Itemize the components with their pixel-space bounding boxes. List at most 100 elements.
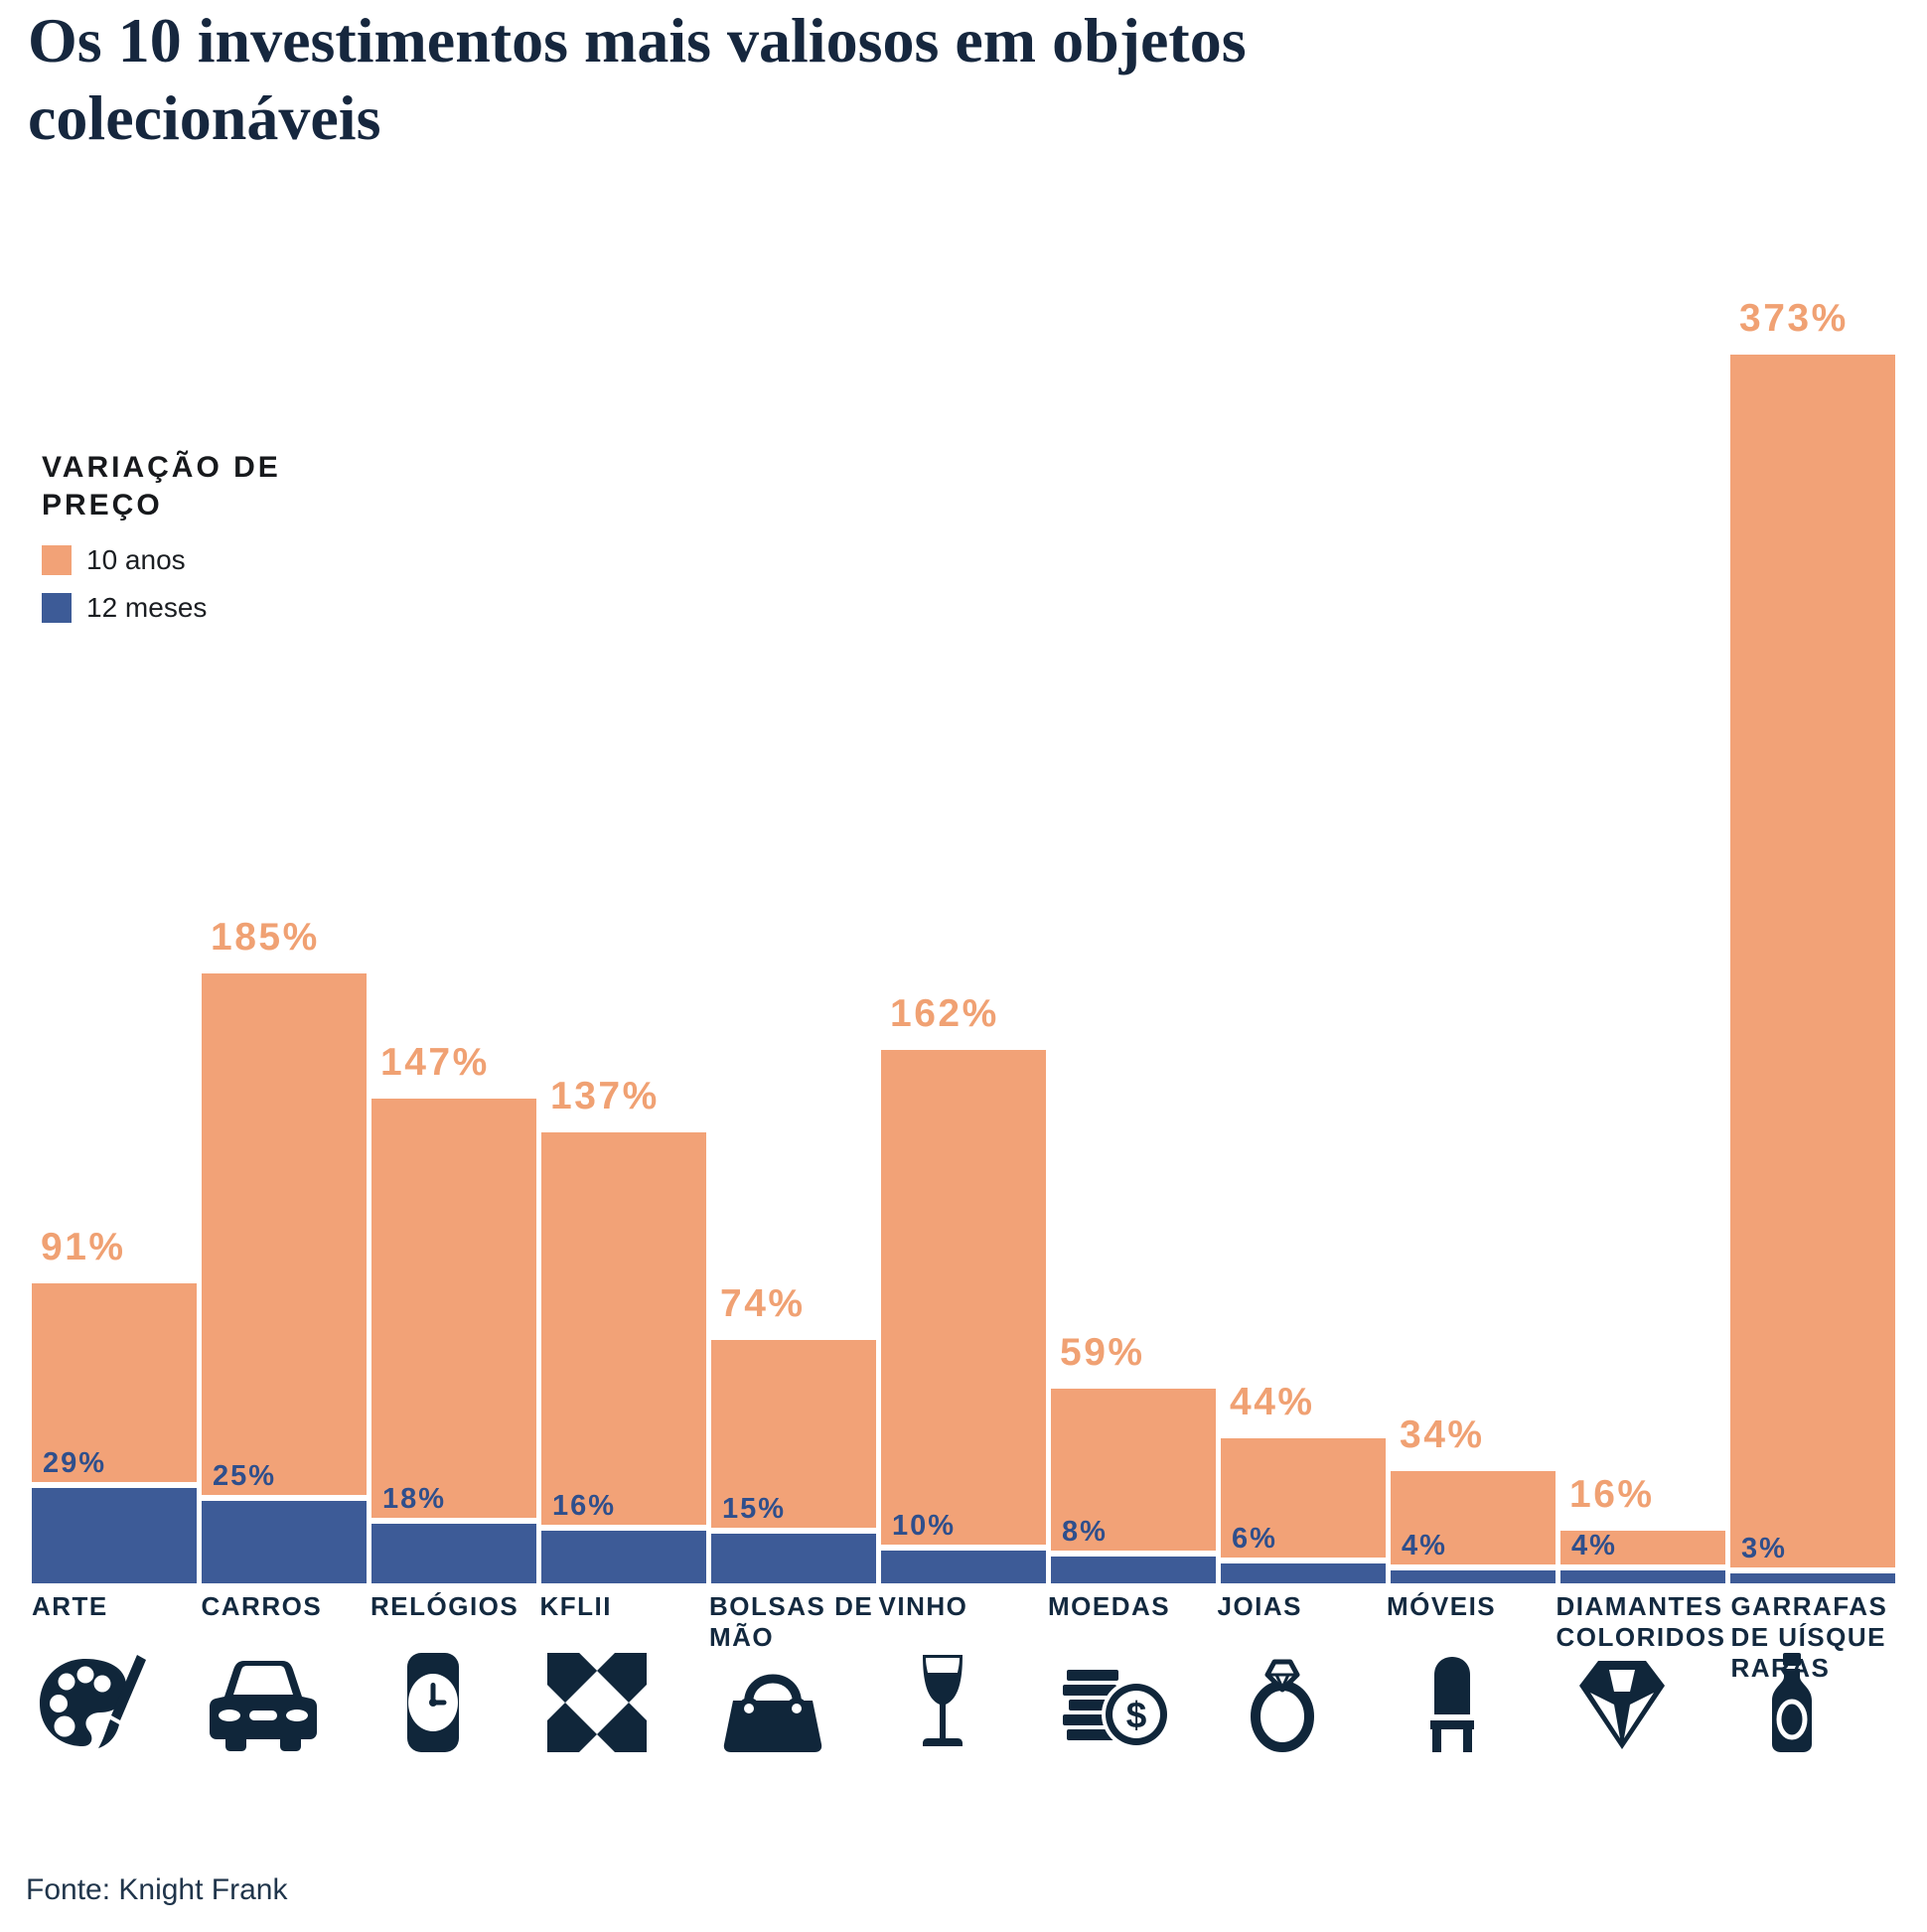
value-label-10-anos: 162% bbox=[890, 992, 999, 1035]
watch-icon-cell bbox=[371, 1653, 536, 1752]
category-label: KFLII bbox=[539, 1591, 612, 1621]
bar-segment-12-meses bbox=[1051, 1557, 1216, 1583]
bar-segment-10-anos bbox=[541, 1132, 706, 1525]
car-icon-cell bbox=[202, 1653, 367, 1752]
bar-column: 147% 18% bbox=[371, 355, 536, 1583]
handbag-icon bbox=[723, 1674, 822, 1752]
bar-segment-12-meses bbox=[1391, 1570, 1556, 1583]
kflii-logo-icon-cell bbox=[541, 1653, 706, 1752]
legend-item: 12 meses bbox=[42, 592, 300, 624]
palette-icon-cell bbox=[32, 1653, 197, 1752]
source-note: Fonte: Knight Frank bbox=[26, 1873, 288, 1906]
value-label-10-anos: 185% bbox=[211, 916, 320, 959]
bar-segment-12-meses bbox=[1560, 1570, 1725, 1583]
bar-segment-10-anos bbox=[711, 1340, 876, 1528]
bar-segment-12-meses bbox=[711, 1534, 876, 1583]
wine-glass-icon-cell bbox=[881, 1653, 1046, 1752]
value-label-12-meses: 18% bbox=[382, 1483, 447, 1515]
value-label-10-anos: 137% bbox=[550, 1075, 660, 1117]
category-label: VINHO bbox=[878, 1591, 968, 1621]
value-label-10-anos: 44% bbox=[1230, 1381, 1315, 1423]
whisky-bottle-icon-cell bbox=[1730, 1653, 1895, 1752]
svg-text:$: $ bbox=[1126, 1695, 1147, 1735]
legend-items: 10 anos 12 meses bbox=[42, 544, 300, 624]
bar-segment-10-anos bbox=[1221, 1438, 1386, 1558]
value-label-12-meses: 25% bbox=[213, 1460, 277, 1492]
handbag-icon-cell bbox=[711, 1653, 876, 1752]
category-label: MOEDAS bbox=[1048, 1591, 1171, 1621]
value-label-10-anos: 147% bbox=[380, 1041, 490, 1084]
legend-item: 10 anos bbox=[42, 544, 300, 576]
value-label-12-meses: 15% bbox=[722, 1493, 787, 1525]
category-label: BOLSAS DE MÃO bbox=[709, 1591, 874, 1652]
bar-segment-12-meses bbox=[881, 1551, 1046, 1583]
chair-icon bbox=[1430, 1657, 1474, 1752]
value-label-12-meses: 16% bbox=[552, 1490, 617, 1522]
legend-swatch bbox=[42, 545, 72, 575]
diamond-icon bbox=[1579, 1661, 1665, 1749]
whisky-bottle-icon bbox=[1772, 1653, 1812, 1752]
bar-segment-12-meses bbox=[1221, 1563, 1386, 1583]
value-label-12-meses: 3% bbox=[1741, 1533, 1787, 1564]
bar-segment-12-meses bbox=[371, 1524, 536, 1583]
bar-column: 137% 16% bbox=[541, 355, 706, 1583]
value-label-12-meses: 4% bbox=[1402, 1530, 1447, 1561]
value-label-10-anos: 16% bbox=[1569, 1473, 1655, 1516]
legend-title: VARIAÇÃO DE PREÇO bbox=[42, 451, 281, 521]
page-title: Os 10 investimentos mais valiosos em obj… bbox=[28, 5, 1247, 153]
bar-segment-12-meses bbox=[1730, 1573, 1895, 1583]
bar-segment-10-anos bbox=[1391, 1471, 1556, 1564]
value-label-10-anos: 91% bbox=[41, 1226, 126, 1268]
diamond-icon-cell bbox=[1560, 1653, 1725, 1752]
bar-column: 373% 3% bbox=[1730, 297, 1895, 1583]
category-label: JOIAS bbox=[1217, 1591, 1303, 1621]
value-label-10-anos: 373% bbox=[1739, 297, 1849, 340]
ring-icon bbox=[1251, 1659, 1314, 1752]
wine-glass-icon bbox=[923, 1655, 963, 1746]
bar-segment-10-anos bbox=[202, 973, 367, 1495]
chair-icon-cell bbox=[1391, 1653, 1556, 1752]
category-label: CARROS bbox=[201, 1591, 323, 1621]
value-label-12-meses: 8% bbox=[1062, 1516, 1108, 1548]
watch-icon bbox=[407, 1653, 459, 1752]
bar-column: 59% 8% bbox=[1051, 355, 1216, 1583]
value-label-10-anos: 74% bbox=[720, 1282, 806, 1325]
car-icon bbox=[210, 1661, 317, 1751]
value-label-12-meses: 4% bbox=[1571, 1530, 1617, 1561]
bar-segment-12-meses bbox=[32, 1488, 197, 1583]
bar-segment-10-anos bbox=[881, 1050, 1046, 1545]
bar-segment-10-anos bbox=[1560, 1531, 1725, 1564]
legend: VARIAÇÃO DE PREÇO 10 anos 12 meses bbox=[42, 449, 300, 640]
category-label: MÓVEIS bbox=[1387, 1591, 1497, 1621]
legend-item-label: 10 anos bbox=[86, 544, 186, 575]
legend-swatch bbox=[42, 593, 72, 623]
category-label: DIAMANTES COLORIDOS bbox=[1556, 1591, 1726, 1652]
value-label-10-anos: 34% bbox=[1400, 1413, 1485, 1456]
bar-segment-10-anos bbox=[371, 1099, 536, 1518]
category-label: ARTE bbox=[32, 1591, 108, 1621]
category-labels-row: ARTE CARROS RELÓGIOS KFLII BOLSAS DE MÃO VINH… bbox=[32, 1591, 1895, 1684]
bar-segment-10-anos bbox=[32, 1283, 197, 1482]
kflii-logo-icon bbox=[547, 1653, 647, 1752]
value-label-10-anos: 59% bbox=[1060, 1331, 1145, 1374]
value-label-12-meses: 29% bbox=[43, 1447, 107, 1479]
value-label-12-meses: 10% bbox=[892, 1510, 957, 1542]
coins-icon-cell: $ bbox=[1051, 1653, 1216, 1752]
bar-column: 185% 25% bbox=[202, 355, 367, 1583]
bar-column: 74% 15% bbox=[711, 355, 876, 1583]
bar-column: 91% 29% bbox=[32, 355, 197, 1583]
bar-column: 16% 4% bbox=[1560, 355, 1725, 1583]
coins-icon: $ bbox=[1063, 1670, 1171, 1749]
bar-column: 34% 4% bbox=[1391, 355, 1556, 1583]
bar-column: 162% 10% bbox=[881, 355, 1046, 1583]
bar-segment-10-anos bbox=[1051, 1389, 1216, 1551]
ring-icon-cell bbox=[1221, 1653, 1386, 1752]
bar-chart-plot: 91% 29% 185% 25% 147% 18% 137% 16% 74% 15% 162% 10%… bbox=[32, 297, 1895, 1583]
bar-segment-12-meses bbox=[541, 1531, 706, 1583]
category-label: RELÓGIOS bbox=[371, 1591, 519, 1621]
bar-segment-10-anos bbox=[1730, 355, 1895, 1567]
palette-icon bbox=[40, 1655, 146, 1748]
legend-item-label: 12 meses bbox=[86, 592, 208, 623]
bar-column: 44% 6% bbox=[1221, 355, 1386, 1583]
